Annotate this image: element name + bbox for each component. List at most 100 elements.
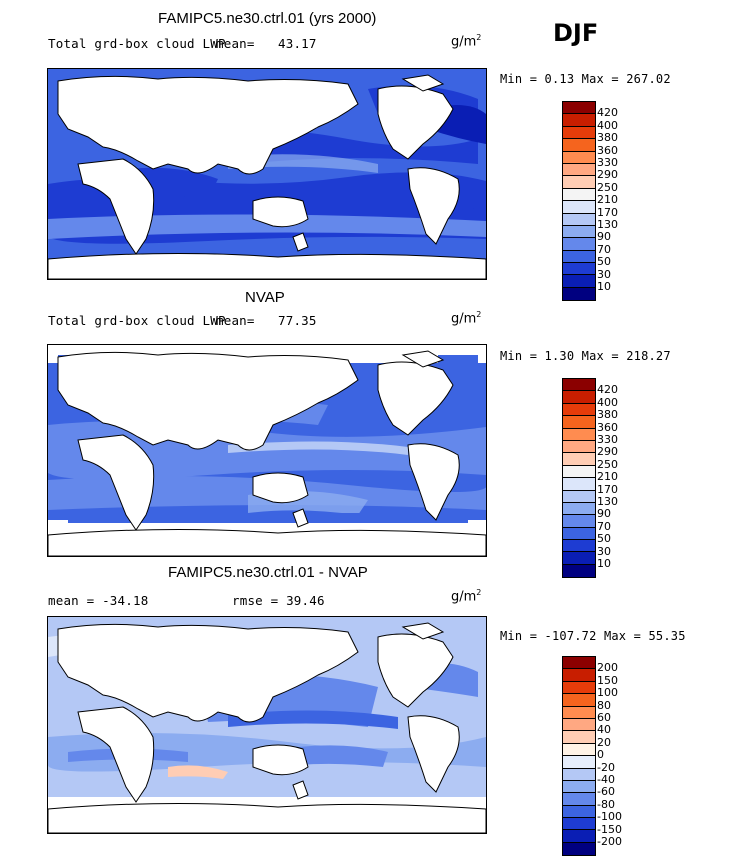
panel3-minmax: Min = -107.72 Max = 55.35 — [500, 629, 686, 643]
colorbar-box — [563, 830, 595, 843]
panel2-variable: Total grd-box cloud LWP — [48, 313, 226, 328]
panel2-map — [47, 344, 487, 557]
colorbar-tick-label: 290 — [597, 445, 618, 459]
colorbar-tick-label: 170 — [597, 205, 618, 219]
panel1-title: FAMIPC5.ne30.ctrl.01 (yrs 2000) — [158, 10, 377, 27]
colorbar-box — [563, 114, 595, 127]
colorbar-tick-label: 400 — [597, 118, 618, 132]
colorbar-tick-label: 400 — [597, 395, 618, 409]
colorbar-box — [563, 213, 595, 226]
colorbar-box — [563, 238, 595, 251]
colorbar-box — [563, 502, 595, 516]
season-label: DJF — [553, 19, 599, 47]
colorbar-box — [563, 515, 595, 528]
colorbar-tick-label: 360 — [597, 143, 618, 157]
colorbar-box — [563, 718, 595, 732]
panel1-minmax: Min = 0.13 Max = 267.02 — [500, 72, 671, 86]
colorbar-box — [563, 490, 595, 503]
panel3-map-svg — [48, 617, 486, 833]
colorbar-tick-label: 200 — [597, 661, 618, 675]
colorbar-box — [563, 818, 595, 831]
colorbar-box — [563, 250, 595, 264]
colorbar-tick-label: 50 — [597, 255, 611, 269]
colorbar-tick-label: 30 — [597, 544, 611, 558]
colorbar-tick-label: 330 — [597, 433, 618, 446]
colorbar-box — [563, 428, 595, 441]
colorbar-tick-label: 130 — [597, 218, 618, 231]
colorbar-box — [563, 225, 595, 239]
colorbar-tick-label: 40 — [597, 723, 611, 737]
colorbar-tick-label: 330 — [597, 156, 618, 169]
colorbar-box — [563, 440, 595, 454]
colorbar-tick-label: -80 — [597, 797, 615, 811]
colorbar-box — [563, 176, 595, 189]
colorbar-box — [563, 201, 595, 214]
panel1-map-svg — [48, 69, 486, 279]
colorbar-tick-label: 360 — [597, 420, 618, 434]
panel2-colorbar — [562, 378, 596, 579]
colorbar-box — [563, 391, 595, 404]
colorbar-tick-label: 10 — [597, 557, 611, 570]
colorbar-box — [563, 151, 595, 164]
colorbar-box — [563, 139, 595, 152]
colorbar-tick-label: 70 — [597, 519, 611, 533]
colorbar-box — [563, 669, 595, 682]
colorbar-tick-label: 50 — [597, 532, 611, 546]
colorbar-box — [563, 756, 595, 769]
colorbar-box — [563, 681, 595, 695]
panel3-colorbar — [562, 656, 596, 856]
colorbar-box — [563, 188, 595, 202]
panel3-title: FAMIPC5.ne30.ctrl.01 - NVAP — [168, 564, 368, 581]
panel2-unit: g/m2 — [451, 310, 482, 327]
colorbar-tick-label: 150 — [597, 673, 618, 687]
colorbar-tick-label: 290 — [597, 168, 618, 182]
colorbar-box — [563, 403, 595, 417]
colorbar-box — [563, 465, 595, 479]
colorbar-tick-label: 90 — [597, 230, 611, 244]
colorbar-box — [563, 657, 595, 670]
colorbar-box — [563, 842, 595, 856]
colorbar-tick-label: 70 — [597, 242, 611, 256]
colorbar-box — [563, 478, 595, 491]
colorbar-tick-label: 380 — [597, 408, 618, 422]
colorbar-tick-label: 250 — [597, 180, 618, 194]
panel1-unit: g/m2 — [451, 33, 482, 50]
colorbar-tick-label: 420 — [597, 106, 618, 120]
panel2-minmax: Min = 1.30 Max = 218.27 — [500, 349, 671, 363]
colorbar-tick-label: 0 — [597, 748, 604, 762]
colorbar-tick-label: 80 — [597, 698, 611, 712]
colorbar-tick-label: 20 — [597, 735, 611, 749]
panel1-colorbar — [562, 101, 596, 302]
colorbar-box — [563, 287, 595, 301]
panel2-map-svg — [48, 345, 486, 556]
colorbar-box — [563, 126, 595, 140]
panel1-mean-value: 43.17 — [278, 36, 317, 51]
colorbar-tick-label: 250 — [597, 457, 618, 471]
colorbar-tick-label: 30 — [597, 267, 611, 281]
colorbar-tick-label: 170 — [597, 482, 618, 496]
colorbar-box — [563, 694, 595, 707]
colorbar-tick-label: -100 — [597, 810, 622, 824]
colorbar-box — [563, 731, 595, 744]
panel1-map — [47, 68, 487, 280]
colorbar-tick-label: 210 — [597, 193, 618, 207]
colorbar-tick-label: -60 — [597, 785, 615, 799]
colorbar-tick-label: -150 — [597, 822, 622, 836]
colorbar-tick-label: 380 — [597, 131, 618, 145]
colorbar-box — [563, 768, 595, 781]
panel1-variable: Total grd-box cloud LWP — [48, 36, 226, 51]
colorbar-box — [563, 163, 595, 177]
colorbar-box — [563, 527, 595, 541]
colorbar-tick-label: 90 — [597, 507, 611, 521]
colorbar-box — [563, 564, 595, 578]
panel2-mean-label: mean= — [216, 313, 255, 328]
colorbar-tick-label: -40 — [597, 773, 615, 786]
panel1-mean-label: mean= — [216, 36, 255, 51]
colorbar-box — [563, 102, 595, 115]
colorbar-box — [563, 453, 595, 466]
colorbar-box — [563, 793, 595, 806]
colorbar-box — [563, 805, 595, 819]
panel2-title: NVAP — [245, 289, 285, 306]
panel3-map — [47, 616, 487, 834]
colorbar-tick-label: 10 — [597, 280, 611, 293]
